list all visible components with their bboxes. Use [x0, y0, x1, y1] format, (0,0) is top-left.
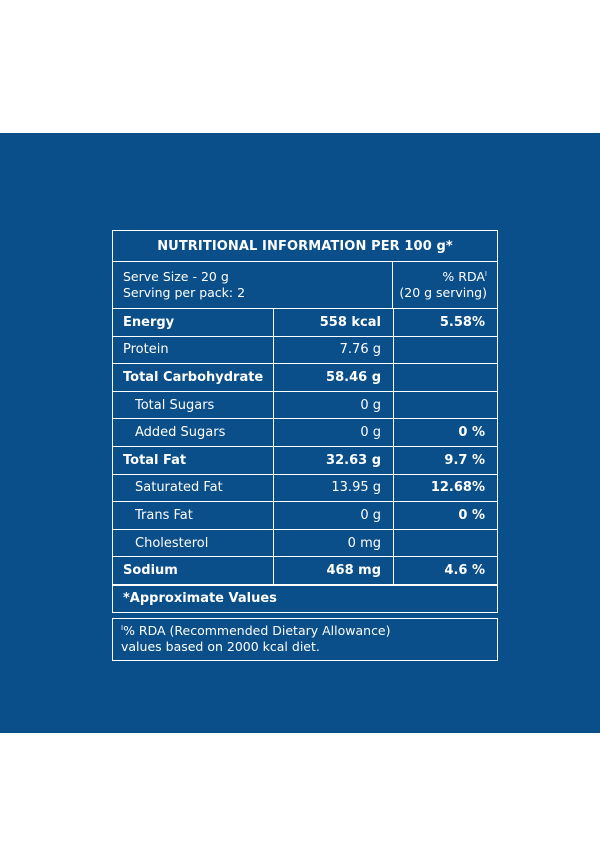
nutrient-rda: 0 %	[458, 425, 485, 441]
nutrient-name: Trans Fat	[113, 502, 274, 529]
nutrient-rda: 9.7 %	[444, 452, 485, 468]
table-row-protein: Protein 7.76 g	[113, 336, 497, 365]
table-title: NUTRITIONAL INFORMATION PER 100 g*	[113, 231, 497, 262]
table-row-total-fat: Total Fat 32.63 g 9.7 %	[113, 446, 497, 475]
nutrient-amount: 32.63 g	[274, 446, 394, 474]
nutrient-rda: 4.6 %	[444, 563, 485, 579]
table-row-added-sugars: Added Sugars 0 g 0 %	[113, 419, 497, 447]
rda-footnote: I% RDA (Recommended Dietary Allowance) v…	[112, 617, 498, 661]
nutrient-rda	[394, 364, 497, 391]
footnote-line-2: values based on 2000 kcal diet.	[121, 638, 320, 654]
nutrition-table: NUTRITIONAL INFORMATION PER 100 g* Serve…	[112, 230, 498, 613]
table-row-sodium: Sodium 468 mg 4.6 %	[113, 557, 497, 585]
serve-info: Serve Size - 20 g Serving per pack: 2	[113, 262, 393, 308]
nutrient-name: Sodium	[113, 557, 274, 584]
approximate-values-note: *Approximate Values	[113, 584, 497, 612]
serve-size: Serve Size - 20 g	[123, 269, 229, 284]
nutrient-name: Energy	[113, 309, 274, 336]
table-row-total-sugars: Total Sugars 0 g	[113, 391, 497, 420]
nutrient-rda: 0 %	[458, 507, 485, 523]
rda-serving: (20 g serving)	[399, 285, 487, 300]
table-row-saturated-fat: Saturated Fat 13.95 g 12.68%	[113, 474, 497, 503]
nutrient-amount: 13.95 g	[274, 474, 394, 502]
nutrient-rda	[394, 392, 497, 419]
nutrient-amount: 0 mg	[274, 529, 394, 557]
nutrient-amount: 558 kcal	[274, 309, 394, 336]
nutrient-amount: 58.46 g	[274, 364, 394, 391]
footnote-line-1: % RDA (Recommended Dietary Allowance)	[123, 622, 391, 638]
nutrient-rda	[394, 337, 497, 364]
rda-header-label: % RDA	[442, 269, 485, 284]
nutrient-name: Added Sugars	[113, 419, 274, 446]
rda-header-mark: I	[484, 270, 487, 278]
table-row-total-carbohydrate: Total Carbohydrate 58.46 g	[113, 364, 497, 392]
nutrient-name: Total Carbohydrate	[113, 364, 274, 391]
nutrient-rda: 12.68%	[430, 480, 485, 496]
nutrient-amount: 0 g	[274, 502, 394, 529]
nutrition-label: NUTRITIONAL INFORMATION PER 100 g* Serve…	[112, 230, 498, 661]
nutrient-amount: 468 mg	[274, 557, 394, 584]
nutrient-amount: 7.76 g	[274, 336, 394, 364]
nutrient-name: Cholesterol	[113, 529, 274, 557]
rda-header: % RDAI (20 g serving)	[393, 262, 497, 308]
background-panel: NUTRITIONAL INFORMATION PER 100 g* Serve…	[0, 133, 600, 733]
nutrient-amount: 0 g	[274, 391, 394, 419]
serve-info-row: Serve Size - 20 g Serving per pack: 2 % …	[113, 262, 497, 309]
nutrient-name: Total Sugars	[113, 391, 274, 419]
nutrient-name: Saturated Fat	[113, 474, 274, 502]
serving-per-pack: Serving per pack: 2	[123, 285, 246, 300]
nutrient-rda: 5.58%	[439, 314, 485, 330]
nutrient-amount: 0 g	[274, 419, 394, 446]
nutrient-rda	[394, 530, 497, 557]
table-row-energy: Energy 558 kcal 5.58%	[113, 309, 497, 337]
table-row-cholesterol: Cholesterol 0 mg	[113, 529, 497, 558]
nutrient-name: Total Fat	[113, 446, 274, 474]
footnote-mark: I	[121, 623, 124, 632]
table-row-trans-fat: Trans Fat 0 g 0 %	[113, 502, 497, 530]
nutrient-name: Protein	[113, 336, 274, 364]
